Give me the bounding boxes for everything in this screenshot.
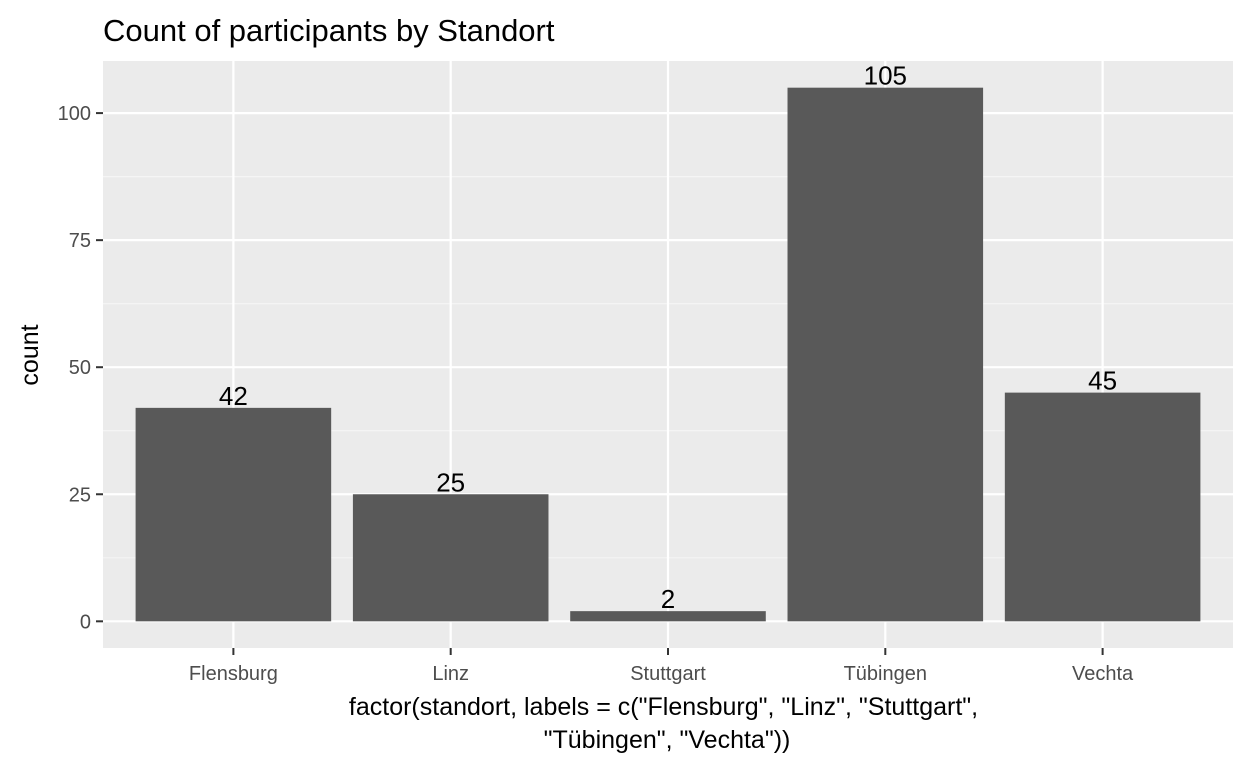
chart-title: Count of participants by Standort <box>103 13 555 48</box>
x-tick-label: Stuttgart <box>630 663 706 685</box>
y-tick-label: 75 <box>69 230 91 252</box>
bar-t-bingen <box>787 87 984 622</box>
data-label: 2 <box>661 584 675 614</box>
data-label: 45 <box>1088 366 1117 396</box>
y-tick-label: 0 <box>80 611 91 633</box>
y-tick-label: 25 <box>69 484 91 506</box>
x-tick-label: Vechta <box>1072 663 1134 685</box>
data-label: 42 <box>219 381 248 411</box>
bar-vechta <box>1004 392 1201 622</box>
bar-flensburg <box>135 407 332 622</box>
bars <box>135 87 1201 622</box>
y-axis: 0 25 50 75 100 <box>58 103 103 633</box>
x-axis-title-line-2: "Tübingen", "Vechta")) <box>544 726 791 754</box>
bar-stuttgart <box>570 611 766 622</box>
x-tick-label: Linz <box>432 663 469 685</box>
data-labels: 42 25 2 105 45 <box>219 61 1117 614</box>
y-axis-title: count <box>16 324 44 385</box>
bar-linz <box>352 494 549 622</box>
y-tick-label: 100 <box>58 103 91 125</box>
x-tick-label: Flensburg <box>189 663 278 685</box>
data-label: 25 <box>436 467 465 497</box>
x-tick-label: Tübingen <box>844 663 927 685</box>
x-axis-title-line-1: factor(standort, labels = c("Flensburg",… <box>349 693 978 721</box>
x-axis: Flensburg Linz Stuttgart Tübingen Vechta <box>189 648 1134 685</box>
y-tick-label: 50 <box>69 357 91 379</box>
data-label: 105 <box>864 61 907 91</box>
x-axis-title: factor(standort, labels = c("Flensburg",… <box>349 693 985 754</box>
